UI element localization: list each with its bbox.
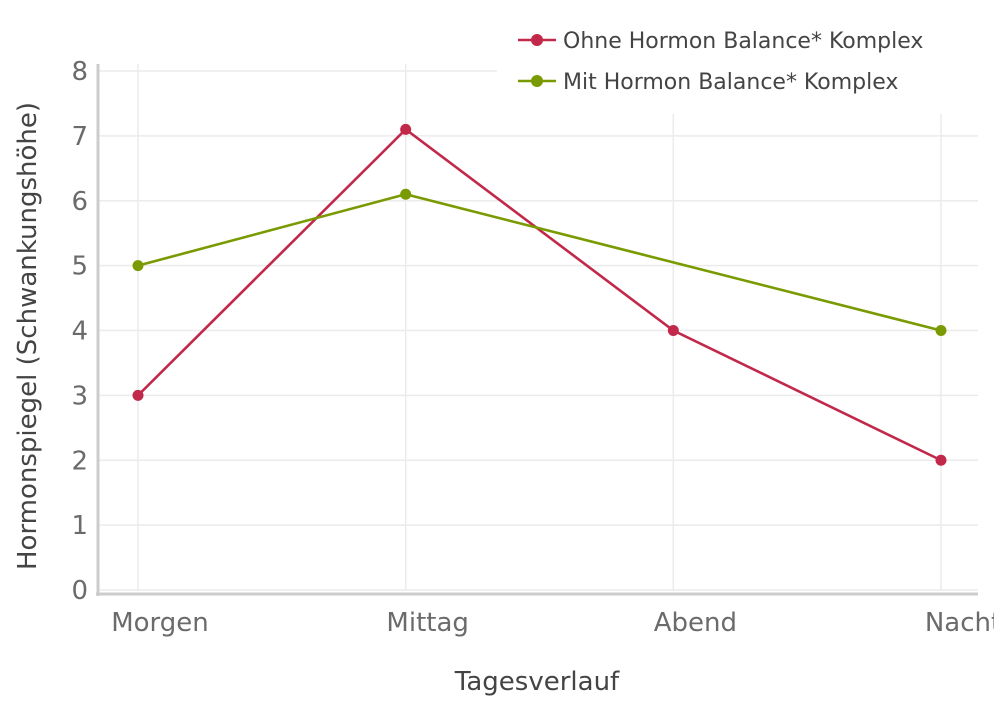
- x-tick-label: Abend: [654, 608, 737, 638]
- data-point: [400, 123, 412, 135]
- series-line-0: [137, 127, 942, 462]
- data-point: [132, 389, 144, 401]
- x-tick-labels: Morgen Mittag Abend Nacht: [111, 608, 994, 638]
- legend: Ohne Hormon Balance* Komplex Mit Hormon B…: [518, 29, 923, 95]
- y-tick-label: 0: [71, 576, 88, 606]
- y-tick-label: 2: [71, 446, 88, 476]
- x-tick-label: Mittag: [386, 608, 468, 638]
- grid: [98, 64, 978, 591]
- y-tick-label: 5: [71, 252, 88, 282]
- y-tick-label: 4: [71, 317, 88, 347]
- legend-background: [497, 0, 994, 114]
- data-point: [132, 260, 144, 272]
- data-point: [400, 188, 412, 200]
- y-tick-label: 6: [71, 187, 88, 217]
- series: [132, 123, 947, 466]
- legend-marker: [531, 34, 543, 46]
- y-axis-title: Hormonspiegel (Schwankungshöhe): [13, 102, 43, 570]
- legend-label: Mit Hormon Balance* Komplex: [563, 70, 898, 95]
- legend-marker: [531, 75, 543, 87]
- y-tick-label: 1: [71, 511, 88, 541]
- legend-label: Ohne Hormon Balance* Komplex: [563, 29, 923, 54]
- data-point: [935, 454, 947, 466]
- series-line-1: [137, 192, 942, 332]
- y-tick-labels: 0 1 2 3 4 5 6 7 8: [71, 57, 88, 606]
- data-point: [935, 325, 947, 336]
- x-tick-label: Morgen: [111, 608, 209, 638]
- x-tick-label: Nacht: [925, 608, 994, 638]
- y-tick-label: 7: [71, 122, 88, 152]
- x-axis-title: Tagesverlauf: [454, 667, 620, 697]
- y-tick-label: 8: [71, 57, 88, 87]
- data-point: [667, 325, 679, 336]
- y-tick-label: 3: [71, 381, 88, 411]
